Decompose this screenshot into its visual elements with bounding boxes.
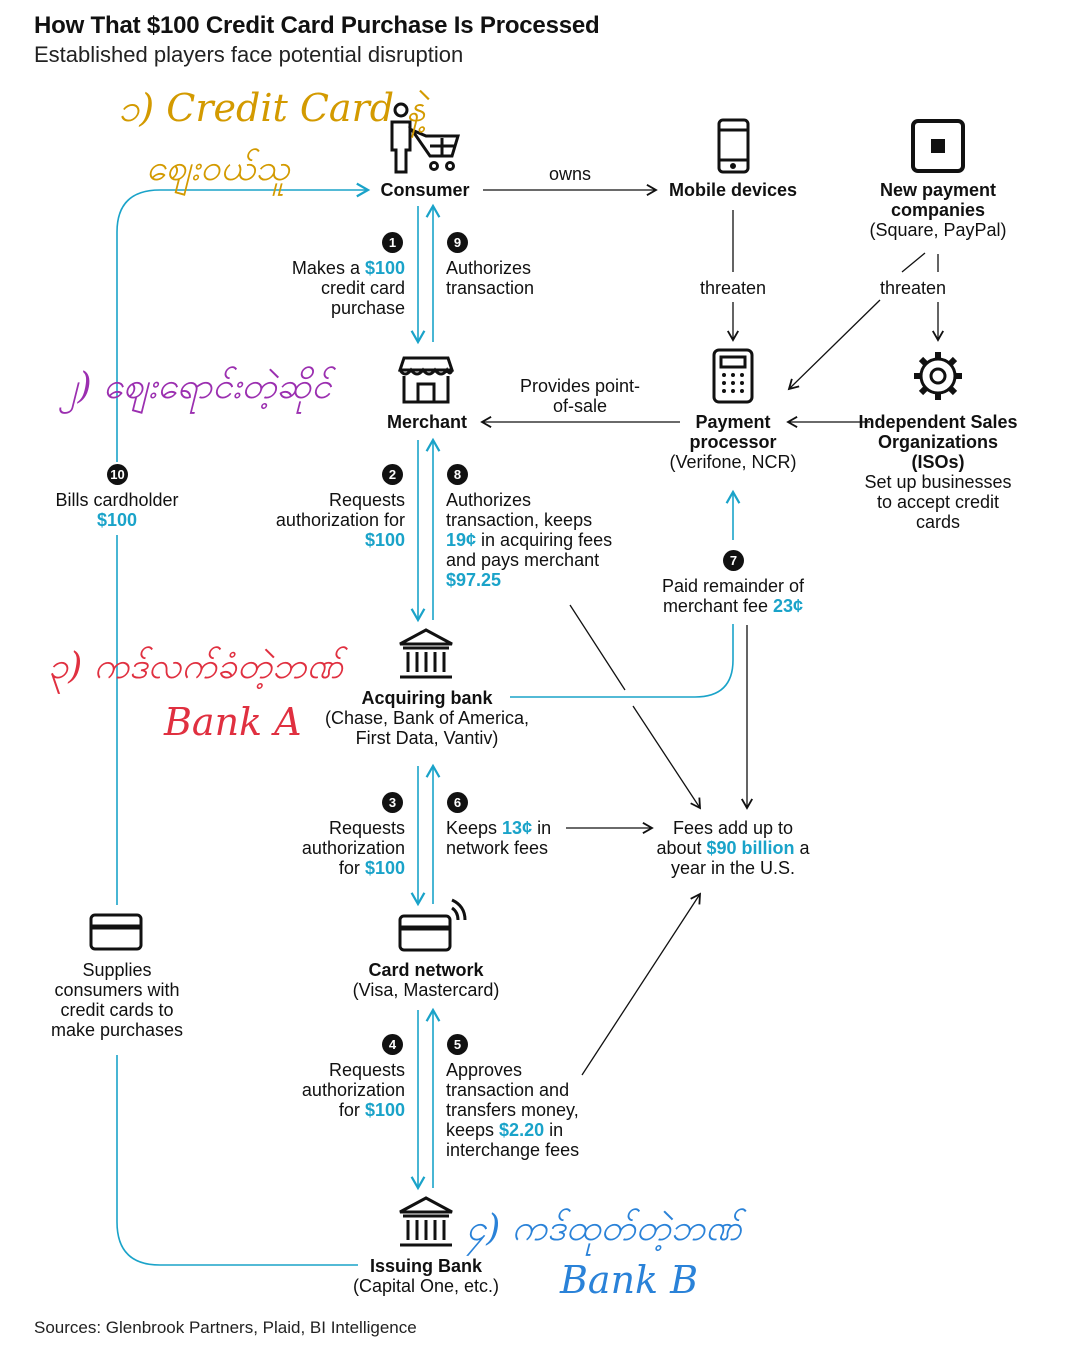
issuing-bank-icon: [399, 1196, 453, 1247]
mobile-icon: [717, 118, 750, 174]
square-logo-icon: [911, 119, 965, 173]
step-10-badge: 10: [107, 464, 128, 485]
annotation-3: ၃) ကဒ်လက်ခံတဲ့ဘဏ်: [48, 646, 343, 687]
step-1-badge: 1: [382, 232, 403, 253]
annotation-1-line1: ၁) Credit Card နဲ့: [118, 86, 426, 130]
edge-label-threaten-mobile: threaten: [683, 278, 783, 298]
node-acquiring-bank: Acquiring bank (Chase, Bank of America, F…: [312, 688, 542, 748]
gear-icon: [914, 352, 962, 400]
step-2-badge: 2: [382, 464, 403, 485]
step-6-label: Keeps 13¢ in network fees: [446, 818, 552, 858]
step-7-label: Paid remainder of merchant fee 23¢: [661, 576, 805, 616]
fees-total-label: Fees add up to about $90 billion a year …: [656, 818, 810, 878]
source-note: Sources: Glenbrook Partners, Plaid, BI I…: [34, 1318, 417, 1337]
step-10-label: Bills cardholder $100: [55, 490, 179, 530]
node-new-payment-companies: New payment companies (Square, PayPal): [852, 180, 1024, 240]
step-1-label: Makes a $100 credit card purchase: [291, 258, 405, 318]
annotation-4-bank: Bank B: [560, 1258, 699, 1302]
step-3-badge: 3: [382, 792, 403, 813]
node-new-payment-sub: (Square, PayPal): [869, 220, 1007, 240]
annotation-1-line2: ဈေးဝယ်သူ: [146, 148, 290, 189]
edge-7: [510, 624, 734, 698]
annotation-4: ၄) ကဒ်ထုတ်တဲ့ဘဏ်: [466, 1208, 742, 1249]
node-payment-processor: Payment processor (Verifone, NCR): [660, 412, 806, 472]
store-icon: [397, 356, 455, 404]
step-5-badge: 5: [447, 1034, 468, 1055]
node-supplies-consumers: Supplies consumers with credit cards to …: [50, 960, 184, 1040]
edge-label-threaten-new: threaten: [868, 278, 958, 298]
step-9-badge: 9: [447, 232, 468, 253]
node-acquiring-sub: (Chase, Bank of America, First Data, Van…: [324, 708, 530, 748]
step-3-label: Requests authorization for $100: [301, 818, 405, 878]
page-subtitle: Established players face potential disru…: [34, 42, 464, 67]
node-network-sub: (Visa, Mastercard): [352, 980, 500, 1000]
step-8-badge: 8: [447, 464, 468, 485]
edge-label-point-of-sale: Provides point-of-sale: [519, 376, 641, 416]
annotation-2: ၂) ဈေးရောင်းတဲ့ဆိုင်: [60, 366, 332, 407]
card-network-icon: [398, 898, 467, 952]
edge-label-owns: owns: [548, 164, 592, 184]
annotation-3-bank: Bank A: [164, 700, 302, 744]
node-merchant: Merchant: [386, 412, 467, 432]
node-iso-sub: Set up businesses to accept credit cards: [864, 472, 1012, 532]
node-isos: Independent Sales Organizations (ISOs) Se…: [856, 412, 1020, 532]
step-4-badge: 4: [382, 1034, 403, 1055]
node-consumer: Consumer: [380, 180, 470, 200]
node-issuing-bank: Issuing Bank (Capital One, etc.): [335, 1256, 517, 1296]
step-5-label: Approves transaction and transfers money…: [446, 1060, 580, 1160]
step-4-label: Requests authorization for $100: [301, 1060, 405, 1120]
step-9-label: Authorizes transaction: [446, 258, 535, 298]
node-processor-sub: (Verifone, NCR): [669, 452, 797, 472]
consumer-icon: [390, 102, 461, 174]
node-card-network: Card network (Visa, Mastercard): [330, 960, 522, 1000]
step-8-label: Authorizes transaction, keeps 19¢ in acq…: [446, 490, 613, 590]
pos-terminal-icon: [712, 348, 754, 404]
step-6-badge: 6: [447, 792, 468, 813]
credit-card-icon: [89, 913, 143, 951]
step-2-label: Requests authorization for $100: [275, 490, 405, 550]
node-mobile-devices: Mobile devices: [668, 180, 798, 200]
acquiring-bank-icon: [399, 628, 453, 679]
node-issuing-sub: (Capital One, etc.): [352, 1276, 500, 1296]
edge-10: [116, 1055, 358, 1266]
step-7-badge: 7: [723, 550, 744, 571]
page-title: How That $100 Credit Card Purchase Is Pr…: [34, 12, 600, 39]
